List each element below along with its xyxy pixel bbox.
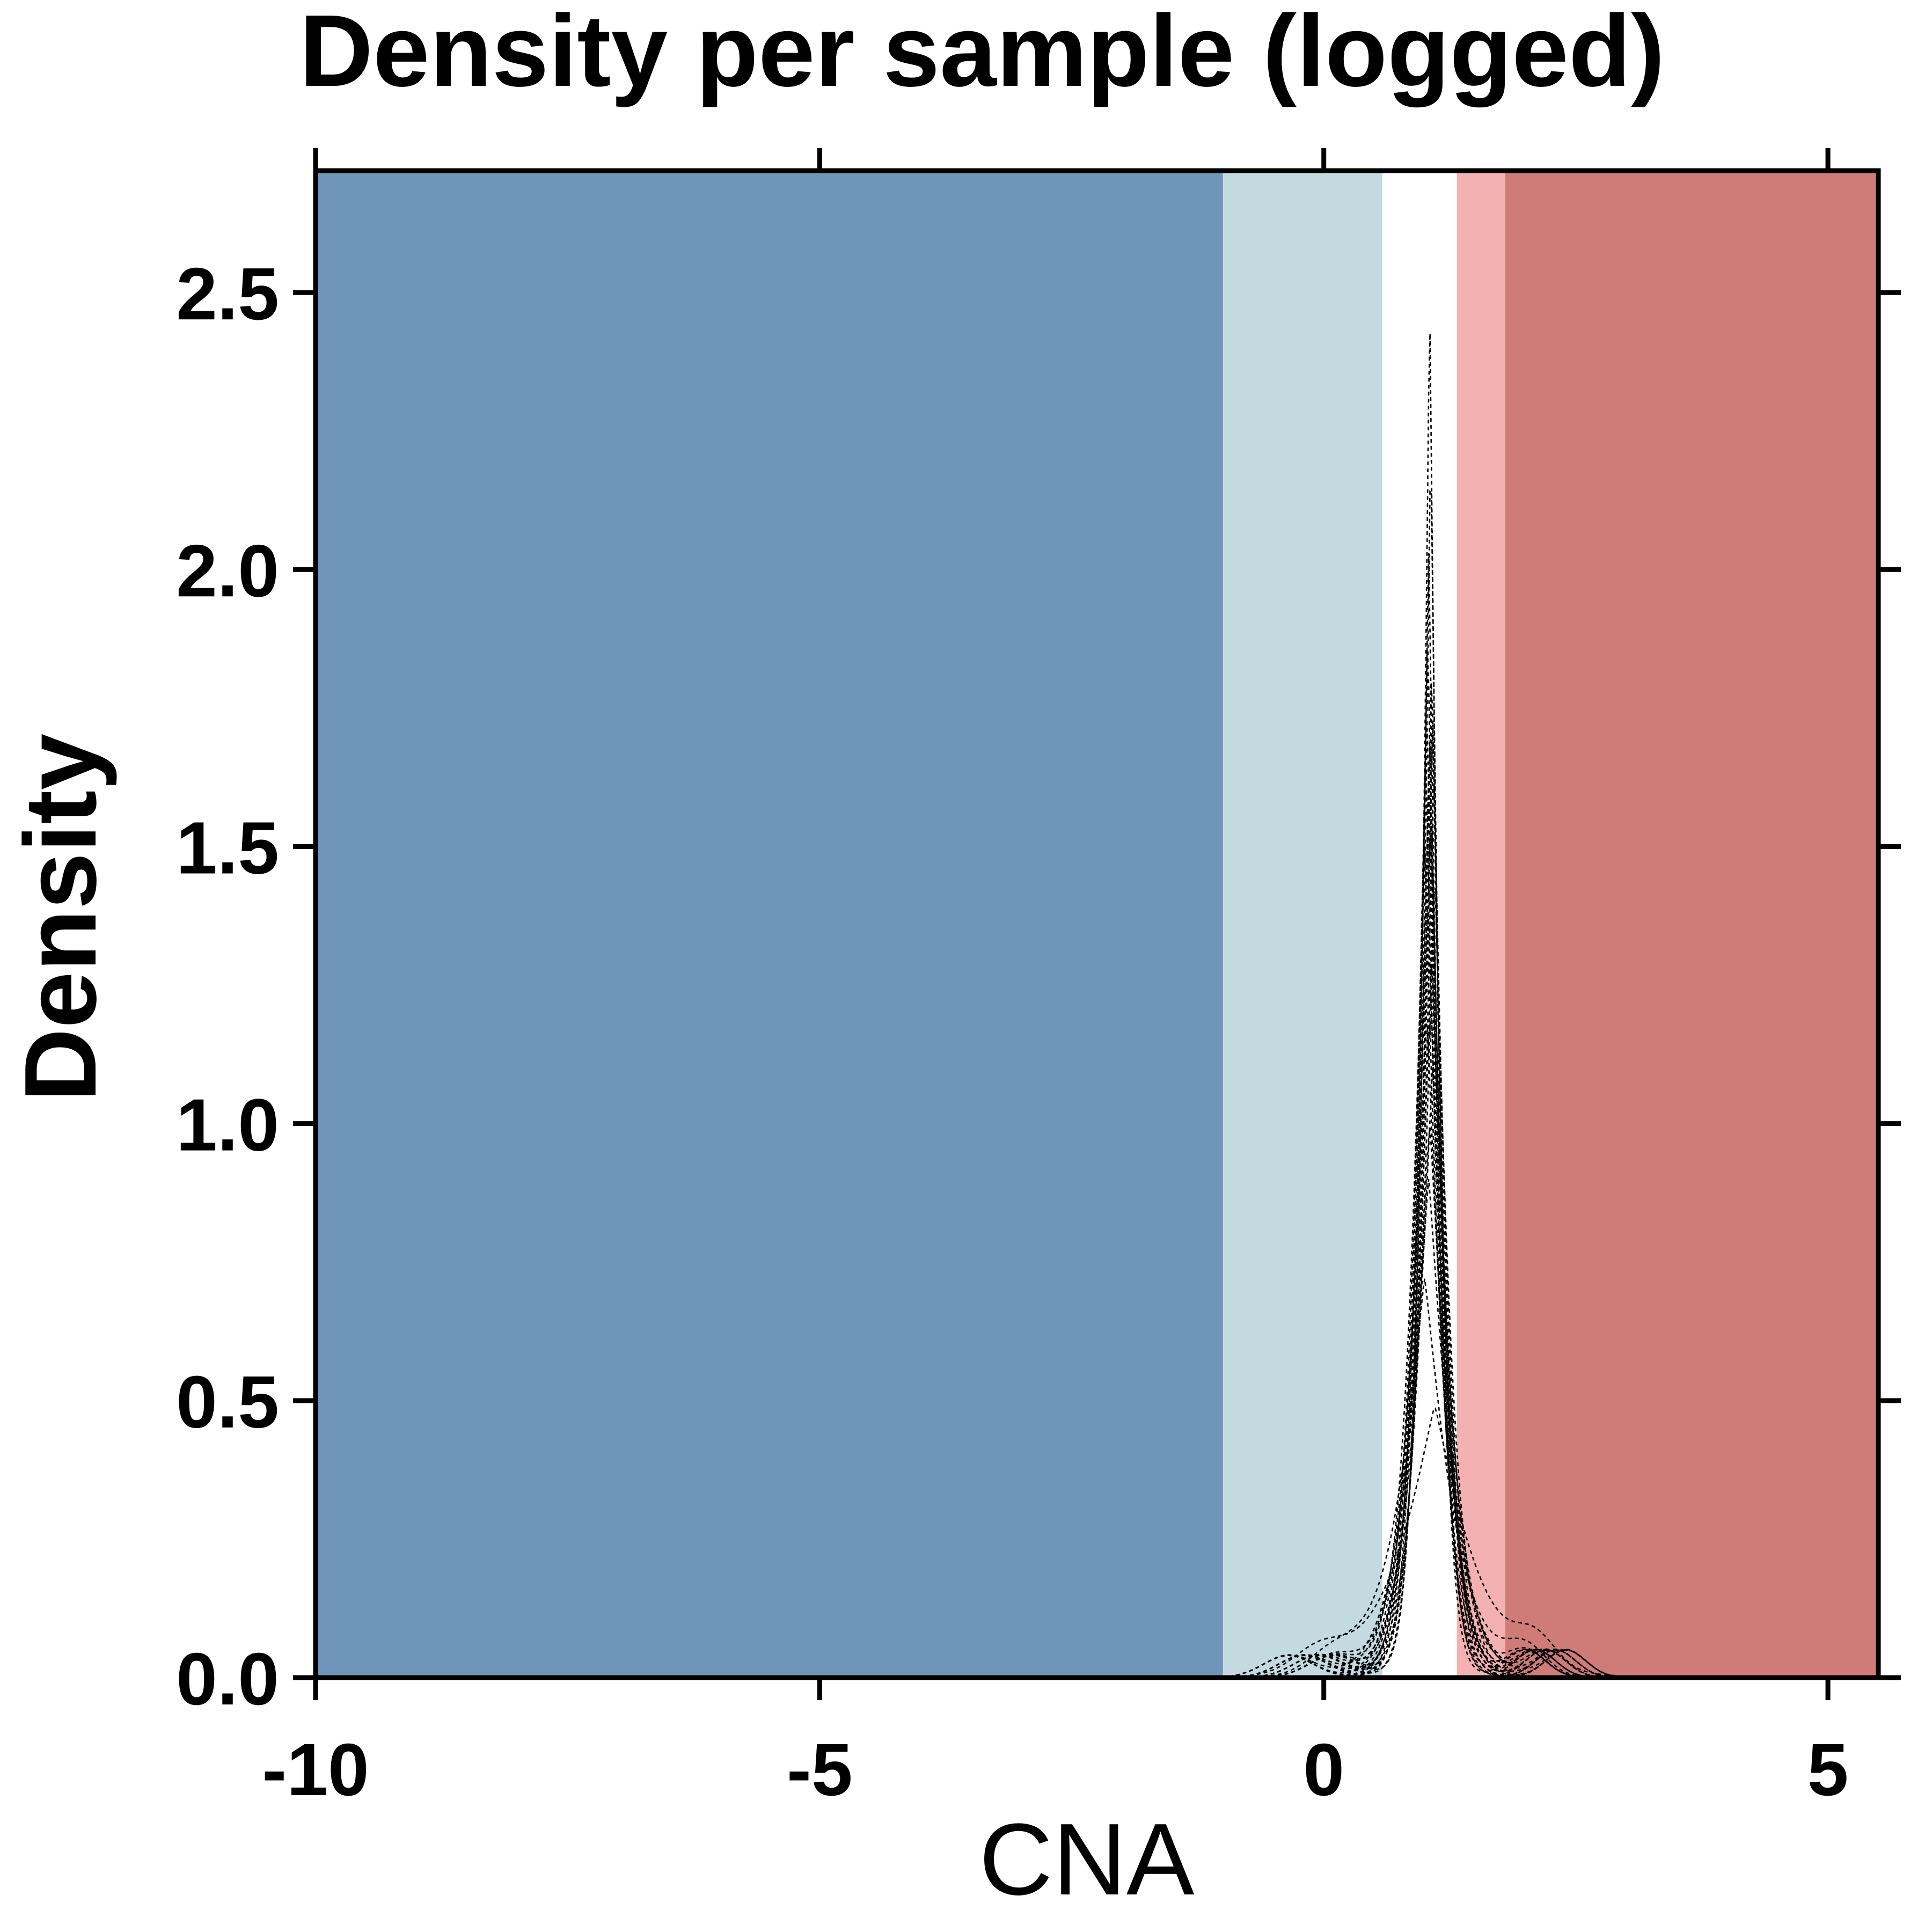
band-5 (1505, 171, 1878, 1678)
band-3 (1382, 171, 1457, 1678)
x-tick-label: -10 (262, 1729, 369, 1811)
y-tick-label: 0.0 (176, 1638, 279, 1721)
y-tick-label: 1.5 (176, 807, 279, 889)
y-tick-label: 0.5 (176, 1361, 279, 1444)
y-axis: 0.0 0.5 1.0 1.5 2.0 2.5 (176, 253, 1901, 1721)
x-tick-label: -5 (787, 1729, 853, 1811)
chart-title: Density per sample (logged) (299, 0, 1665, 108)
y-tick-label: 2.0 (176, 530, 279, 612)
plot-frame (313, 168, 1881, 1680)
background-bands (316, 171, 1878, 1678)
band-1 (316, 171, 1223, 1678)
y-axis-label: Density (4, 734, 118, 1102)
band-4 (1457, 171, 1505, 1678)
x-tick-label: 0 (1303, 1729, 1344, 1811)
band-2 (1223, 171, 1382, 1678)
x-axis-label: CNA (979, 1803, 1194, 1916)
x-tick-label: 5 (1807, 1729, 1849, 1811)
x-axis: -10 -5 0 5 (262, 148, 1848, 1811)
y-tick-label: 2.5 (176, 253, 279, 335)
y-tick-label: 1.0 (176, 1084, 279, 1167)
